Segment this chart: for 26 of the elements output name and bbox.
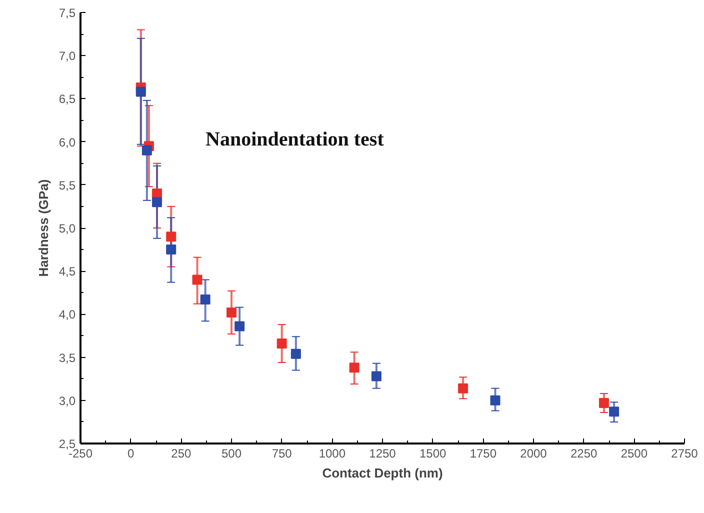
x-tick-label: 1500 (419, 446, 447, 460)
x-tick-label: 0 (127, 446, 134, 460)
y-tick-label: 4,0 (58, 308, 76, 322)
x-tick-label: 2250 (570, 446, 598, 460)
y-tick-label: 5,5 (58, 178, 76, 192)
y-axis-title: Hardness (GPa) (36, 179, 51, 277)
x-tick-label: 500 (221, 446, 242, 460)
y-tick-label: 6,5 (58, 92, 76, 106)
x-tick-label: -250 (68, 446, 93, 460)
y-tick-label: 3,0 (58, 394, 76, 408)
x-tick-label: 2500 (620, 446, 648, 460)
x-tick-label: 2750 (671, 446, 698, 460)
x-tick-label: 1250 (369, 446, 396, 460)
annotation: Nanoindentation test (206, 128, 384, 150)
y-tick-label: 4,5 (58, 264, 76, 279)
y-tick-label: 7,0 (58, 49, 76, 64)
x-axis-title: Contact Depth (nm) (322, 466, 443, 480)
x-tick-label: 250 (171, 446, 192, 460)
x-tick-label: 2000 (520, 446, 548, 460)
y-tick-label: 5,0 (58, 222, 76, 236)
y-tick-label: 3,5 (58, 350, 76, 365)
x-tick-label: 1000 (318, 446, 346, 460)
y-tick-label: 6,0 (58, 135, 76, 150)
x-tick-label: 1750 (470, 446, 497, 460)
x-tick-label: 750 (272, 446, 292, 460)
y-tick-label: 7,5 (58, 6, 76, 20)
